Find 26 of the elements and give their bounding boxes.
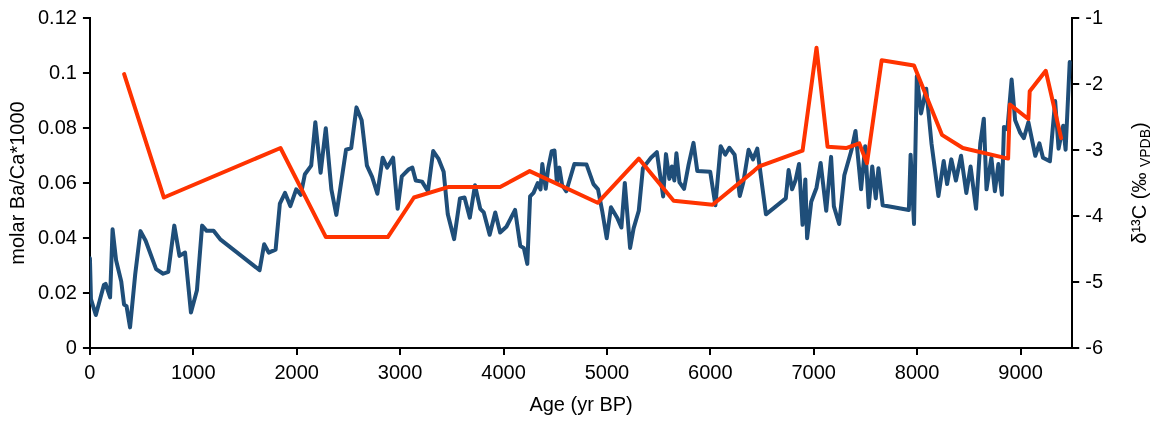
y-axis-title: molar Ba/Ca*1000 bbox=[5, 101, 28, 265]
y-tick-label: 0 bbox=[65, 335, 77, 358]
y2-tick-label: -4 bbox=[1085, 203, 1104, 226]
x-tick-label: 4000 bbox=[481, 360, 526, 383]
y2-tick-label: -1 bbox=[1085, 5, 1104, 28]
y2-axis-title: δ¹³C (‰ VPDB) bbox=[1128, 122, 1153, 244]
y-tick-label: 0.1 bbox=[49, 60, 77, 83]
y-tick-label: 0.06 bbox=[37, 170, 77, 193]
y-tick-label: 0.04 bbox=[37, 225, 77, 248]
y2-tick-label: -3 bbox=[1085, 137, 1104, 160]
y-tick-label: 0.02 bbox=[37, 280, 77, 303]
x-axis-title: Age (yr BP) bbox=[529, 392, 633, 415]
y2-tick-label: -6 bbox=[1085, 335, 1104, 358]
y-tick-label: 0.08 bbox=[37, 115, 77, 138]
x-tick-label: 9000 bbox=[998, 360, 1043, 383]
x-tick-label: 7000 bbox=[791, 360, 836, 383]
x-tick-label: 6000 bbox=[688, 360, 733, 383]
x-tick-label: 8000 bbox=[894, 360, 940, 383]
x-tick-label: 0 bbox=[84, 360, 96, 383]
y2-tick-label: -2 bbox=[1085, 71, 1104, 94]
x-tick-label: 3000 bbox=[377, 360, 423, 383]
y-tick-label: 0.12 bbox=[37, 5, 77, 28]
x-tick-label: 5000 bbox=[584, 360, 630, 383]
x-tick-label: 2000 bbox=[274, 360, 319, 383]
x-tick-label: 1000 bbox=[171, 360, 216, 383]
y2-tick-label: -5 bbox=[1085, 269, 1104, 292]
